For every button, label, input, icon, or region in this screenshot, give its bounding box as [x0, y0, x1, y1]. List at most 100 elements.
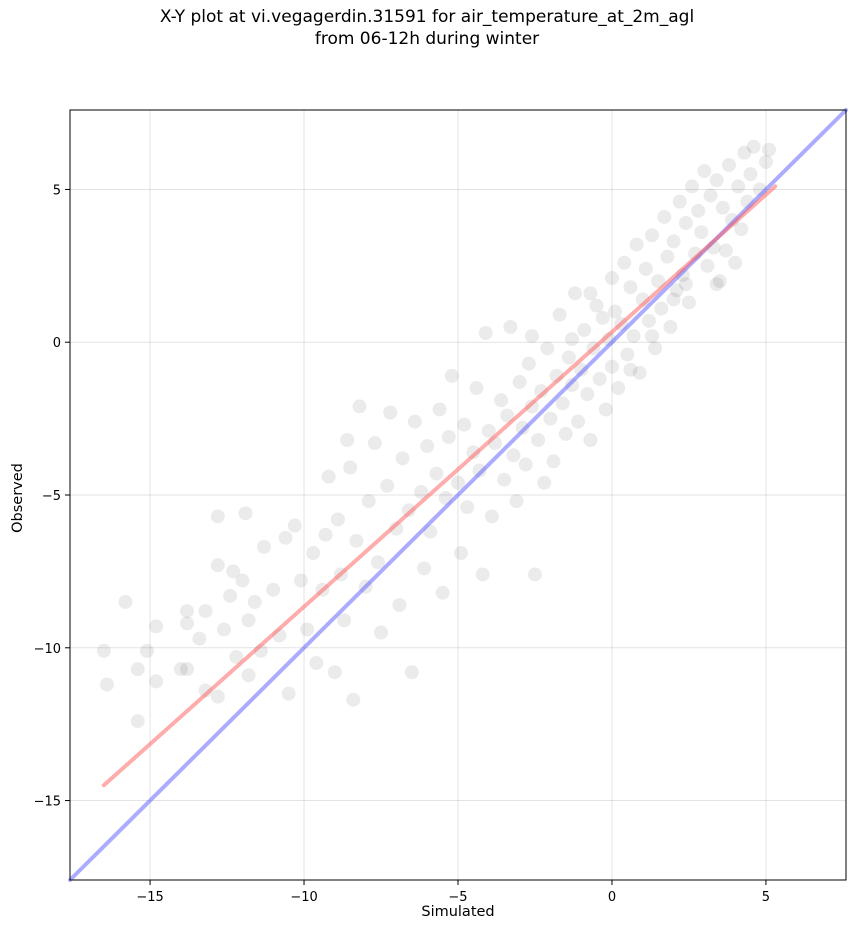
data-point	[568, 286, 583, 301]
data-point	[235, 573, 250, 588]
y-axis-ticks: −15 −10 −5 0 5	[34, 183, 70, 810]
x-tick-label: 0	[608, 890, 616, 905]
data-point	[638, 261, 653, 276]
data-point	[130, 714, 145, 729]
data-point	[414, 484, 429, 499]
data-point	[758, 154, 773, 169]
data-point	[654, 301, 669, 316]
data-point	[734, 222, 749, 237]
data-point	[407, 414, 422, 429]
data-point	[247, 594, 262, 609]
data-point	[700, 258, 715, 273]
data-point	[595, 310, 610, 325]
data-point	[537, 475, 552, 490]
data-point	[629, 237, 644, 252]
data-point	[216, 622, 231, 637]
data-point	[641, 313, 656, 328]
data-point	[281, 686, 296, 701]
data-point	[429, 466, 444, 481]
data-point	[651, 274, 666, 289]
data-point	[709, 173, 724, 188]
data-point	[746, 139, 761, 154]
data-point	[417, 561, 432, 576]
y-tick-label: −5	[42, 489, 61, 504]
data-point	[210, 509, 225, 524]
data-point	[672, 194, 687, 209]
data-point	[531, 433, 546, 447]
data-point	[309, 656, 324, 671]
data-point	[306, 546, 321, 561]
data-point	[623, 362, 638, 377]
data-point	[703, 188, 718, 203]
data-point	[226, 564, 241, 579]
data-point	[392, 598, 407, 612]
data-point	[555, 396, 570, 411]
data-point	[266, 582, 281, 597]
chart-title: X-Y plot at vi.vegagerdin.31591 for air_…	[0, 6, 854, 50]
chart-title-line-2: from 06-12h during winter	[314, 29, 540, 49]
data-point	[435, 585, 450, 600]
data-point	[257, 539, 271, 554]
data-point	[238, 506, 253, 521]
data-point	[718, 243, 733, 258]
data-point	[694, 225, 709, 240]
data-point	[349, 533, 364, 548]
data-point	[241, 613, 256, 628]
data-point	[604, 359, 619, 374]
data-point	[361, 494, 376, 509]
data-point	[598, 402, 613, 417]
data-point	[484, 509, 499, 524]
data-point	[318, 527, 333, 542]
data-point	[395, 451, 410, 466]
data-point	[666, 234, 681, 249]
data-point	[210, 558, 225, 573]
data-point	[681, 295, 696, 310]
data-point	[552, 307, 567, 322]
data-points	[96, 139, 777, 729]
data-point	[660, 249, 675, 264]
data-point	[173, 662, 188, 677]
data-point	[685, 179, 700, 194]
data-point	[623, 280, 638, 295]
data-point	[626, 329, 641, 344]
data-point	[404, 665, 419, 680]
data-point	[666, 292, 681, 307]
data-point	[451, 475, 465, 490]
data-point	[500, 408, 515, 423]
data-point	[731, 179, 746, 194]
data-point	[469, 381, 484, 396]
y-tick-label: −15	[34, 795, 61, 810]
data-point	[715, 200, 730, 215]
y-tick-label: 5	[53, 183, 61, 198]
data-point	[728, 255, 743, 270]
data-point	[457, 417, 472, 432]
data-point	[198, 604, 213, 619]
data-point	[337, 613, 352, 628]
data-point	[645, 228, 659, 243]
data-point	[352, 399, 367, 414]
data-point	[589, 298, 604, 313]
data-point	[611, 381, 626, 396]
data-point	[543, 411, 558, 426]
regression-line	[101, 184, 778, 788]
data-point	[564, 332, 579, 347]
data-point	[340, 433, 355, 447]
data-point	[657, 209, 672, 224]
reference-lines	[68, 108, 848, 882]
data-point	[327, 665, 342, 680]
data-point	[512, 374, 527, 389]
data-point	[540, 341, 555, 356]
data-point	[180, 604, 195, 619]
data-point	[432, 402, 447, 417]
data-point	[472, 463, 487, 478]
data-point	[663, 319, 678, 334]
x-axis-ticks: −15 −10 −5 0 5	[136, 880, 770, 905]
data-point	[712, 274, 727, 289]
data-point	[709, 277, 724, 292]
data-point	[454, 546, 469, 561]
y-tick-label: −10	[34, 642, 61, 657]
data-point	[645, 329, 659, 344]
data-point	[466, 445, 481, 460]
data-point	[527, 567, 542, 582]
